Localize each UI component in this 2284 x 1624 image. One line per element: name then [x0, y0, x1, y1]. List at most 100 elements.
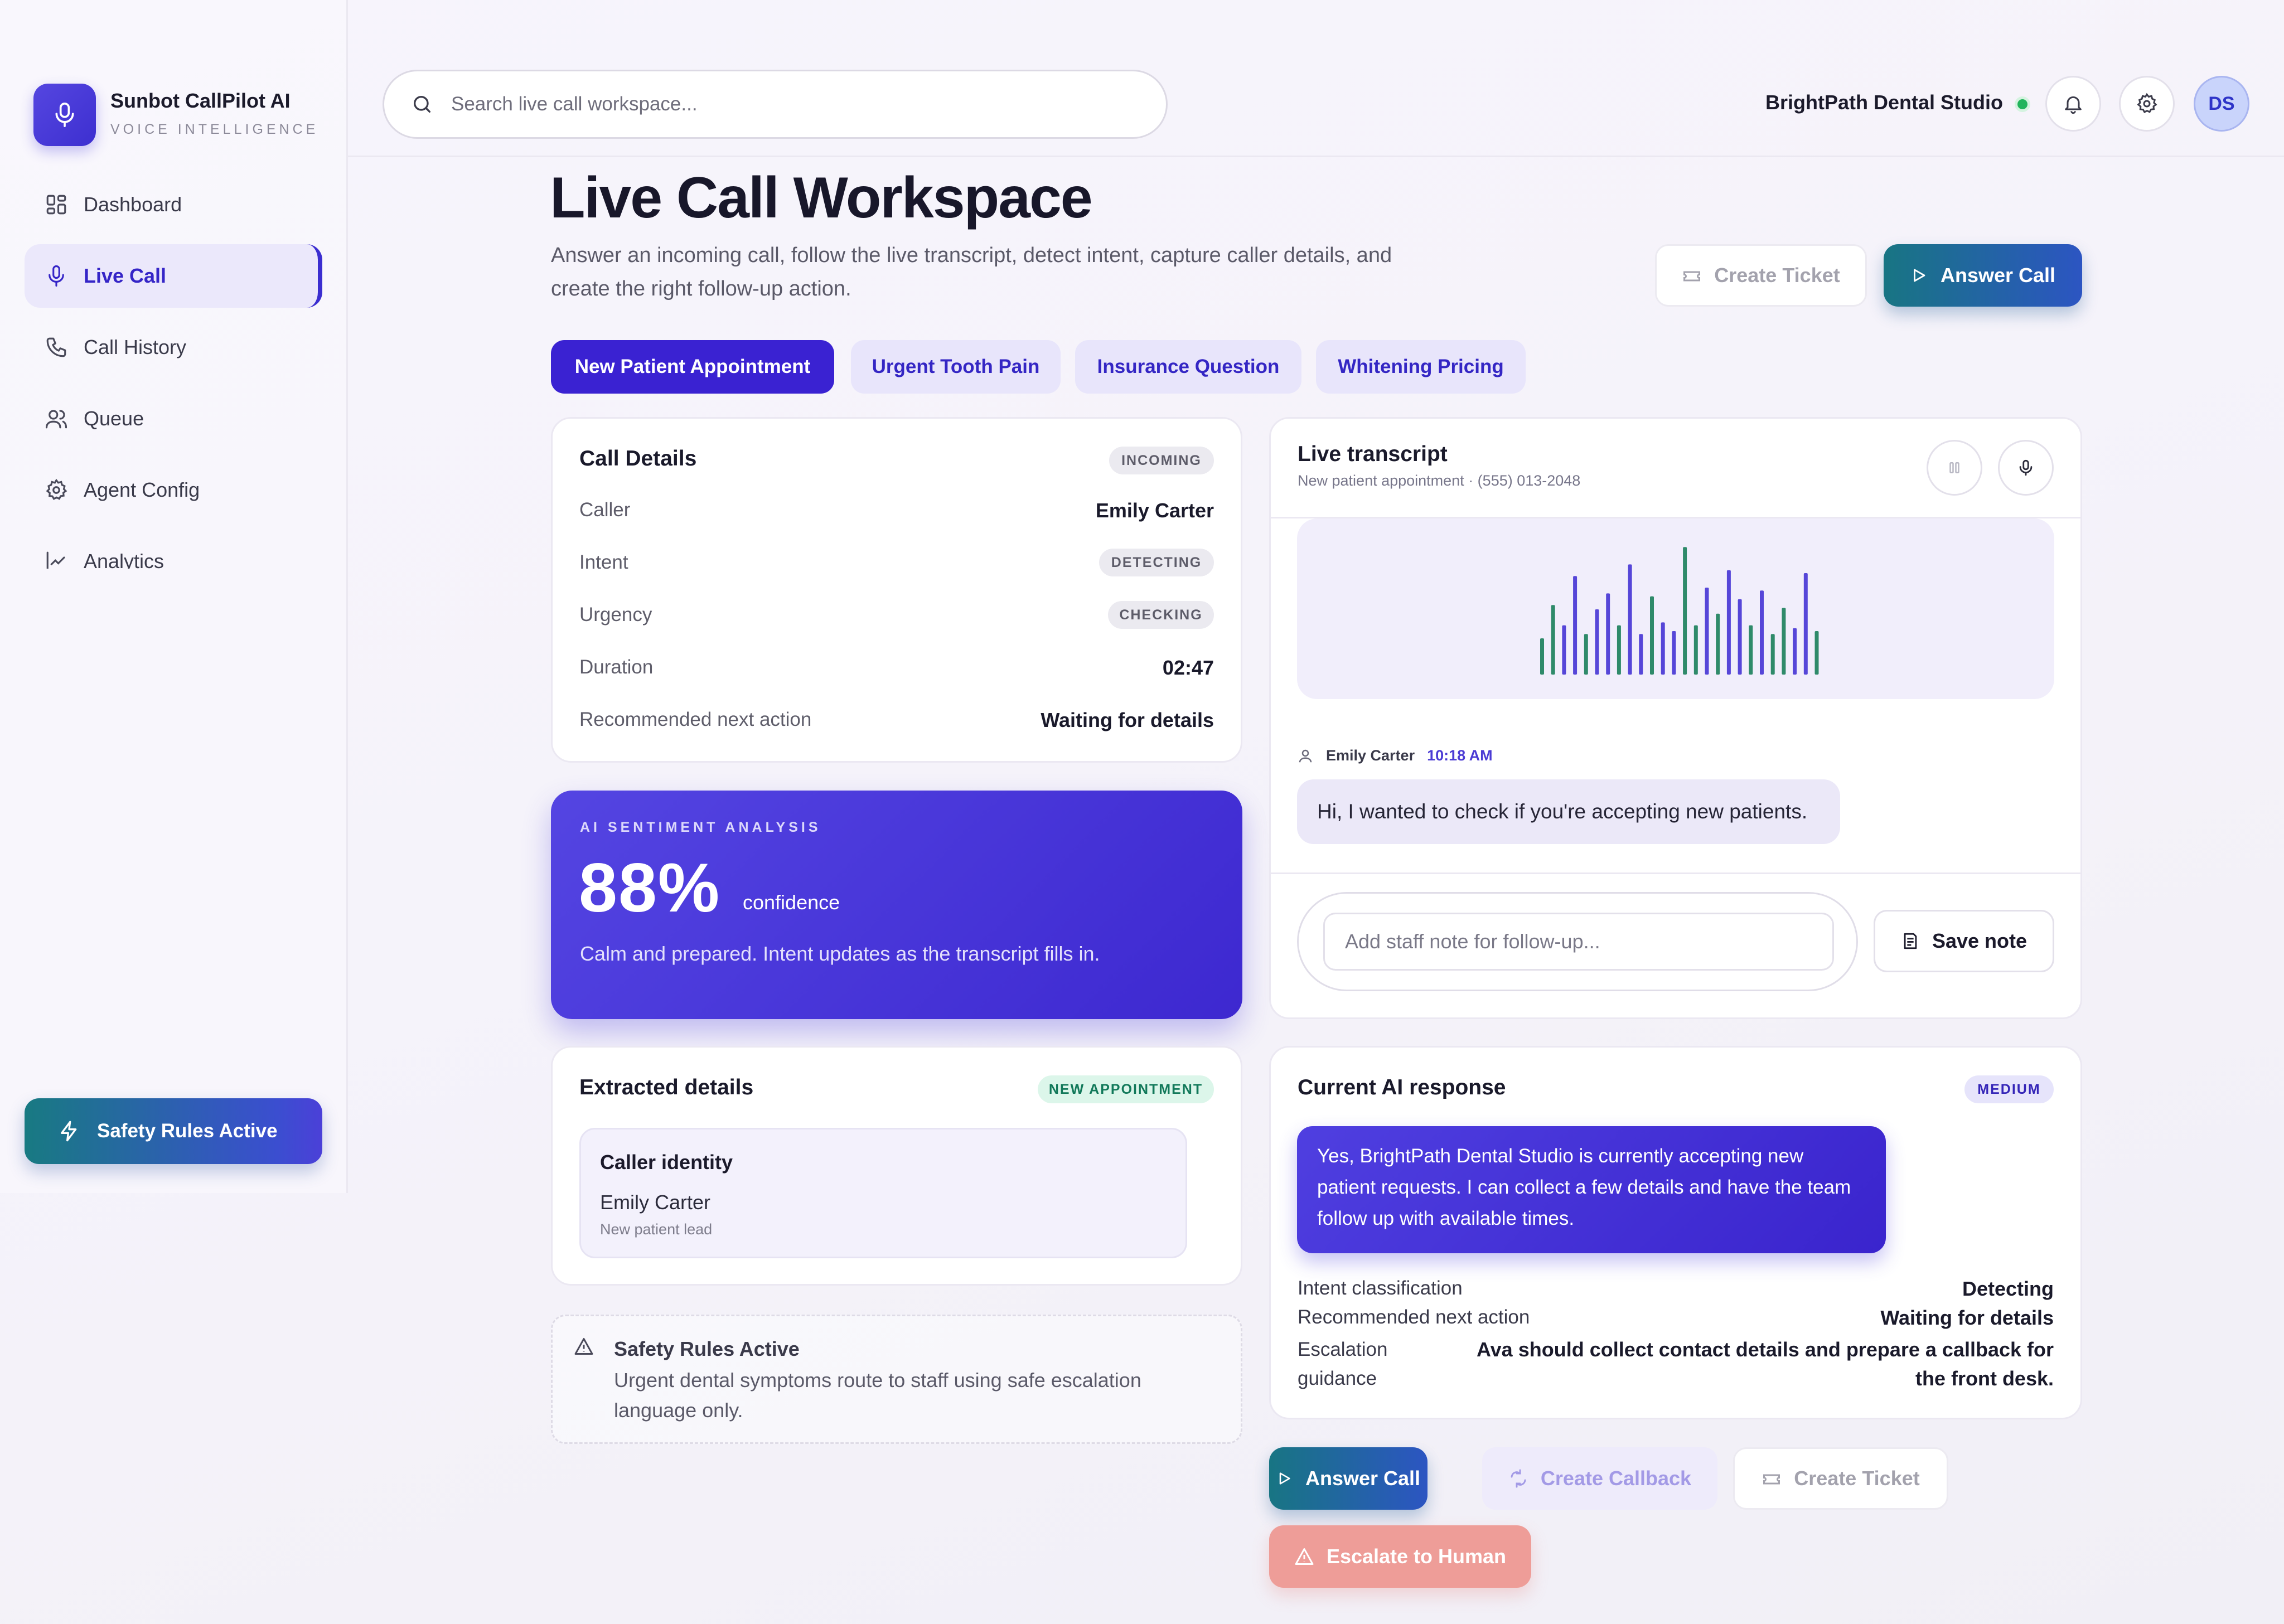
warning-icon	[574, 1336, 594, 1356]
top-bar	[348, 0, 2284, 157]
appointment-badge: NEW APPOINTMENT	[1038, 1075, 1214, 1103]
transcript-subtitle: New patient appointment · (555) 013-2048	[1298, 472, 1581, 489]
caller-sub: New patient lead	[600, 1221, 713, 1238]
waveform-panel	[1297, 518, 2054, 699]
sidebar-item-label: Dashboard	[84, 193, 182, 216]
safety-rules-button[interactable]: Safety Rules Active	[25, 1098, 322, 1164]
waveform-bar	[1661, 622, 1665, 675]
urgency-badge: MEDIUM	[1964, 1075, 2054, 1103]
waveform-bar	[1639, 634, 1643, 675]
waveform-bar	[1595, 609, 1599, 675]
scenario-chip-whitening-pricing[interactable]: Whitening Pricing	[1316, 340, 1526, 394]
callback-icon	[1508, 1468, 1528, 1489]
create-callback-button[interactable]: Create Callback	[1482, 1447, 1717, 1510]
scenario-chip-insurance-question[interactable]: Insurance Question	[1075, 340, 1301, 394]
create-ticket-button-bottom[interactable]: Create Ticket	[1733, 1447, 1948, 1510]
answer-call-button[interactable]: Answer Call	[1884, 244, 2082, 307]
message-time: 10:18 AM	[1427, 747, 1493, 764]
sidebar-item-queue[interactable]: Queue	[25, 387, 322, 450]
divider	[1271, 872, 2080, 874]
dashboard-icon	[45, 193, 68, 216]
sidebar-item-live-call[interactable]: Live Call	[25, 244, 322, 308]
org-name: BrightPath Dental Studio	[1765, 91, 2003, 114]
scenario-chip-new-patient[interactable]: New Patient Appointment	[551, 340, 834, 394]
sentiment-value: 88%	[579, 850, 721, 927]
waveform-bar	[1617, 625, 1621, 675]
waveform-bar	[1803, 573, 1808, 675]
sentiment-description: Calm and prepared. Intent updates as the…	[580, 942, 1100, 965]
notifications-button[interactable]	[2045, 76, 2101, 132]
lightning-icon	[58, 1119, 80, 1143]
intent-label: Intent	[579, 551, 628, 573]
waveform-bar	[1770, 634, 1775, 675]
settings-button[interactable]	[2119, 76, 2175, 132]
sidebar-item-analytics[interactable]: Analytics	[25, 535, 322, 569]
caller-identity-panel: Caller identity Emily Carter New patient…	[579, 1128, 1187, 1258]
waveform-bar	[1650, 596, 1654, 675]
sidebar-item-label: Call History	[84, 336, 187, 358]
phone-icon	[45, 336, 68, 359]
ai-response-bubble: Yes, BrightPath Dental Studio is current…	[1297, 1126, 1886, 1253]
search-input[interactable]: Search live call workspace...	[383, 70, 1168, 139]
save-note-button[interactable]: Save note	[1874, 910, 2054, 972]
waveform	[1540, 547, 1819, 675]
brand-name: Sunbot CallPilot AI	[110, 89, 291, 112]
waveform-bar	[1814, 631, 1819, 675]
page-title: Live Call Workspace	[550, 166, 1093, 230]
urgency-label: Urgency	[579, 604, 652, 626]
waveform-bar	[1738, 599, 1742, 675]
caller-label: Caller	[579, 499, 631, 521]
pause-button[interactable]	[1927, 440, 1982, 496]
next-action-label: Recommended next action	[1298, 1306, 1530, 1328]
mic-icon	[45, 264, 68, 288]
next-action-value: Waiting for details	[1880, 1306, 2054, 1329]
avatar[interactable]: DS	[2194, 76, 2249, 132]
safety-notice: Safety Rules Active Urgent dental sympto…	[551, 1315, 1242, 1444]
play-icon	[1910, 266, 1927, 285]
brand-tagline: VOICE INTELLIGENCE	[110, 122, 319, 137]
escalate-button[interactable]: Escalate to Human	[1269, 1525, 1531, 1588]
waveform-bar	[1716, 613, 1720, 675]
answer-call-button-bottom[interactable]: Answer Call	[1269, 1447, 1428, 1510]
divider	[1271, 517, 2080, 518]
mic-icon	[52, 101, 77, 128]
sidebar-item-label: Queue	[84, 407, 144, 430]
create-ticket-label: Create Ticket	[1794, 1467, 1920, 1490]
caller-name: Emily Carter	[600, 1191, 711, 1214]
waveform-bar	[1705, 588, 1709, 675]
create-ticket-button[interactable]: Create Ticket	[1655, 244, 1867, 307]
sidebar-item-call-history[interactable]: Call History	[25, 316, 322, 379]
brand-logo[interactable]	[33, 84, 96, 146]
sidebar-item-agent-config[interactable]: Agent Config	[25, 458, 322, 522]
sidebar-scroll-clip: Analytics	[0, 535, 348, 569]
create-ticket-label: Create Ticket	[1714, 264, 1840, 287]
search-icon	[411, 93, 433, 115]
waveform-bar	[1793, 628, 1797, 675]
card-title: Call Details	[579, 447, 697, 471]
waveform-bar	[1573, 576, 1577, 675]
intent-classification-value: Detecting	[1962, 1277, 2054, 1300]
mute-button[interactable]	[1998, 440, 2054, 496]
message-meta: Emily Carter 10:18 AM	[1297, 747, 1493, 764]
escalate-label: Escalate to Human	[1326, 1545, 1507, 1568]
sidebar-item-dashboard[interactable]: Dashboard	[25, 173, 322, 236]
escalation-value: Ava should collect contact details and p…	[1477, 1338, 2054, 1390]
warning-icon	[1294, 1547, 1314, 1567]
scenario-chip-urgent-tooth-pain[interactable]: Urgent Tooth Pain	[851, 340, 1061, 394]
call-details-card: Call Details INCOMING Caller Emily Carte…	[551, 417, 1242, 763]
sentiment-card: AI SENTIMENT ANALYSIS 88% confidence Cal…	[551, 791, 1242, 1019]
caller-value: Emily Carter	[1095, 499, 1214, 522]
staff-note-input[interactable]: Add staff note for follow-up...	[1323, 913, 1834, 971]
online-status-dot	[2015, 96, 2030, 112]
play-icon	[1276, 1470, 1292, 1487]
ticket-icon	[1682, 265, 1702, 285]
answer-call-label: Answer Call	[1305, 1467, 1421, 1490]
waveform-bar	[1749, 625, 1753, 675]
status-badge: INCOMING	[1109, 447, 1214, 474]
card-title: Live transcript	[1298, 442, 1448, 466]
create-callback-label: Create Callback	[1540, 1467, 1692, 1490]
note-input-wrapper: Add staff note for follow-up...	[1297, 892, 1858, 991]
mic-icon	[2016, 458, 2035, 477]
next-action-value: Waiting for details	[1041, 709, 1214, 731]
save-note-label: Save note	[1932, 929, 2027, 952]
